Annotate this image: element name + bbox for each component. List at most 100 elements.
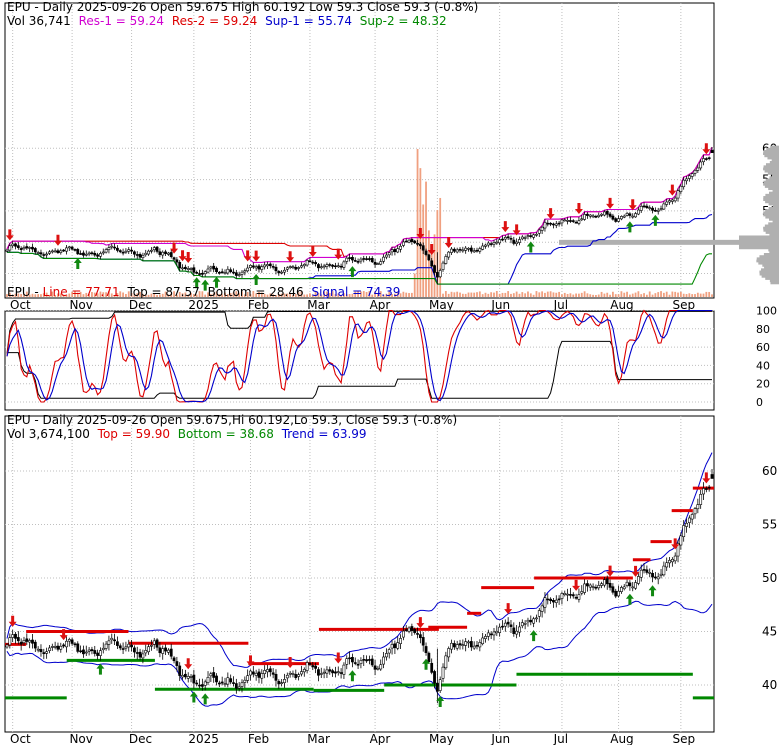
envelope-panel	[5, 452, 714, 707]
candle-body	[407, 627, 411, 632]
candle-body	[399, 638, 402, 644]
candle-body	[183, 266, 187, 270]
volume-bar	[82, 294, 85, 297]
candle-body	[331, 264, 335, 267]
x-axis-label: Dec	[129, 732, 152, 745]
candle-body	[662, 203, 666, 210]
candle-body	[622, 215, 626, 218]
volume-bar	[190, 292, 192, 297]
candle-body	[79, 253, 83, 255]
candle-body	[73, 249, 77, 251]
volume-profile-bar	[764, 185, 779, 188]
candle-body	[96, 652, 100, 656]
candle-body	[645, 569, 649, 573]
candle-body	[444, 655, 448, 669]
sup2-line	[7, 251, 712, 285]
candle-body	[387, 649, 391, 654]
volume-profile-bar	[772, 204, 779, 208]
candle-body	[172, 257, 176, 260]
candle-body	[611, 215, 615, 220]
candle-body	[5, 644, 9, 648]
candle-body	[104, 643, 108, 649]
volume-bar	[487, 293, 490, 297]
volume-bar	[634, 292, 637, 297]
candle-body	[234, 683, 238, 689]
candle-body	[359, 258, 363, 262]
candle-body	[569, 594, 572, 596]
candle-body	[31, 639, 34, 644]
candle-body	[481, 245, 485, 250]
sell-arrow	[606, 565, 615, 577]
volume-bar	[161, 293, 164, 297]
candle-body	[376, 263, 380, 265]
candle-body	[124, 250, 128, 253]
volume-bar	[192, 294, 195, 297]
volume-bar	[399, 293, 402, 297]
candle-body	[76, 643, 80, 652]
volume-bar	[444, 291, 447, 297]
volume-bar	[88, 293, 91, 297]
volume-bar	[235, 291, 238, 297]
volume-bar	[583, 291, 586, 297]
volume-bar	[671, 291, 674, 297]
volume-profile-bar	[765, 178, 779, 182]
volume-profile-bar	[739, 237, 779, 241]
candle-body	[45, 253, 49, 256]
volume-bar	[167, 294, 170, 297]
volume-bar	[561, 294, 563, 297]
volume-bar	[252, 291, 255, 297]
volume-bar	[473, 292, 476, 297]
buy-arrow	[625, 593, 634, 605]
candle-body	[268, 263, 272, 267]
candle-body	[535, 617, 538, 620]
volume-bar	[178, 291, 181, 297]
candle-body	[444, 256, 448, 264]
candle-body	[438, 270, 442, 278]
volume-bar	[501, 292, 504, 297]
candle-body	[501, 238, 504, 241]
candle-body	[410, 626, 414, 631]
volume-bar	[57, 293, 59, 297]
volume-bar	[609, 294, 611, 297]
candle-body	[172, 657, 176, 662]
x-axis-label: Dec	[129, 298, 152, 312]
candle-body	[348, 657, 351, 660]
volume-bar	[657, 292, 660, 297]
res1-line	[6, 146, 713, 263]
sell-arrow	[184, 252, 193, 264]
candle-body	[339, 672, 343, 674]
candle-body	[345, 658, 349, 665]
candle-body	[19, 248, 23, 250]
sell-arrow	[243, 250, 252, 262]
x-axis-label: Mar	[307, 298, 330, 312]
candle-body	[427, 652, 431, 663]
volume-bar	[345, 294, 348, 297]
candle-body	[651, 572, 654, 578]
candle-body	[407, 239, 411, 243]
sell-arrow	[501, 221, 510, 233]
volume-bar	[688, 293, 691, 297]
candle-body	[5, 249, 9, 252]
candle-body	[537, 610, 541, 617]
candle-body	[271, 672, 275, 675]
candle-body	[693, 170, 697, 174]
candle-body	[566, 220, 570, 222]
volume-bar	[413, 273, 416, 297]
volume-profile-bar	[763, 152, 779, 156]
volume-bar	[215, 291, 218, 297]
volume-bar	[48, 294, 51, 297]
candle-body	[563, 592, 567, 595]
candle-body	[232, 682, 235, 684]
volume-profile-bar	[769, 279, 779, 283]
candle-body	[509, 624, 513, 627]
price-panel	[5, 143, 779, 297]
candle-body	[33, 641, 37, 649]
candle-body	[223, 683, 227, 686]
sell-arrow	[702, 472, 711, 484]
volume-bar	[8, 292, 11, 297]
candle-body	[67, 639, 71, 642]
candle-body	[450, 248, 453, 253]
candle-body	[217, 272, 221, 274]
price-panel-header: EPU - Daily 2025-09-26 Open 59.675 High …	[7, 0, 478, 14]
candle-body	[628, 582, 632, 587]
